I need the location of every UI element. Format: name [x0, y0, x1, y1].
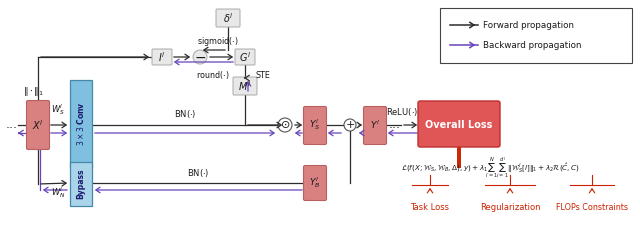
Text: Regularization: Regularization — [480, 204, 540, 212]
Circle shape — [278, 118, 292, 132]
Text: $M^l$: $M^l$ — [239, 79, 252, 93]
Text: $I^l$: $I^l$ — [158, 50, 166, 64]
Bar — [70, 80, 92, 168]
Text: $\odot$: $\odot$ — [280, 120, 290, 130]
Text: Bypass: Bypass — [77, 169, 86, 199]
Text: $3\times3$ Conv: $3\times3$ Conv — [76, 102, 86, 146]
Text: Forward propagation: Forward propagation — [483, 20, 574, 30]
FancyBboxPatch shape — [233, 77, 257, 95]
Text: $-$: $-$ — [194, 50, 206, 64]
Text: Overall Loss: Overall Loss — [426, 120, 493, 130]
Text: Task Loss: Task Loss — [410, 204, 449, 212]
FancyBboxPatch shape — [418, 101, 500, 147]
Circle shape — [344, 119, 356, 131]
Text: Backward propagation: Backward propagation — [483, 40, 582, 50]
Circle shape — [193, 50, 207, 64]
Text: $\mathcal{L}(f(X;\mathcal{W}_S,\mathcal{W}_B,\Delta),y) + \lambda_1\!\sum_{l=1}^: $\mathcal{L}(f(X;\mathcal{W}_S,\mathcal{… — [401, 156, 579, 180]
Text: $\|\cdot\|_1$: $\|\cdot\|_1$ — [22, 86, 44, 98]
Text: $\mathrm{round}(\cdot)$: $\mathrm{round}(\cdot)$ — [196, 69, 229, 81]
Text: $\mathrm{ReLU}(\cdot)$: $\mathrm{ReLU}(\cdot)$ — [387, 106, 419, 118]
FancyBboxPatch shape — [26, 101, 49, 149]
Text: STE: STE — [255, 70, 271, 79]
Text: $\mathrm{BN}(\cdot)$: $\mathrm{BN}(\cdot)$ — [188, 167, 210, 179]
FancyBboxPatch shape — [216, 9, 240, 27]
FancyBboxPatch shape — [303, 106, 326, 145]
Bar — [440, 8, 632, 63]
Text: FLOPs Constraints: FLOPs Constraints — [556, 204, 628, 212]
Text: $G^l$: $G^l$ — [239, 50, 251, 64]
Text: $Y^l_B$: $Y^l_B$ — [309, 176, 321, 190]
FancyBboxPatch shape — [235, 49, 255, 65]
Text: $+$: $+$ — [345, 120, 355, 130]
Text: $X^l$: $X^l$ — [32, 118, 44, 132]
Text: $\mathrm{sigmoid}(\cdot)$: $\mathrm{sigmoid}(\cdot)$ — [197, 35, 239, 48]
Text: $W^l_{S}$: $W^l_{S}$ — [51, 102, 65, 118]
FancyBboxPatch shape — [152, 49, 172, 65]
Bar — [70, 162, 92, 206]
Text: $Y^l_S$: $Y^l_S$ — [309, 118, 321, 133]
Text: $Y^l$: $Y^l$ — [370, 119, 380, 131]
Text: $W^l_{N}$: $W^l_{N}$ — [51, 186, 65, 200]
Text: $\mathrm{BN}(\cdot)$: $\mathrm{BN}(\cdot)$ — [173, 108, 196, 120]
Text: $\delta^l$: $\delta^l$ — [223, 11, 234, 25]
FancyBboxPatch shape — [303, 165, 326, 200]
FancyBboxPatch shape — [364, 106, 387, 145]
Text: ...: ... — [6, 118, 18, 132]
Text: ...: ... — [389, 118, 401, 132]
